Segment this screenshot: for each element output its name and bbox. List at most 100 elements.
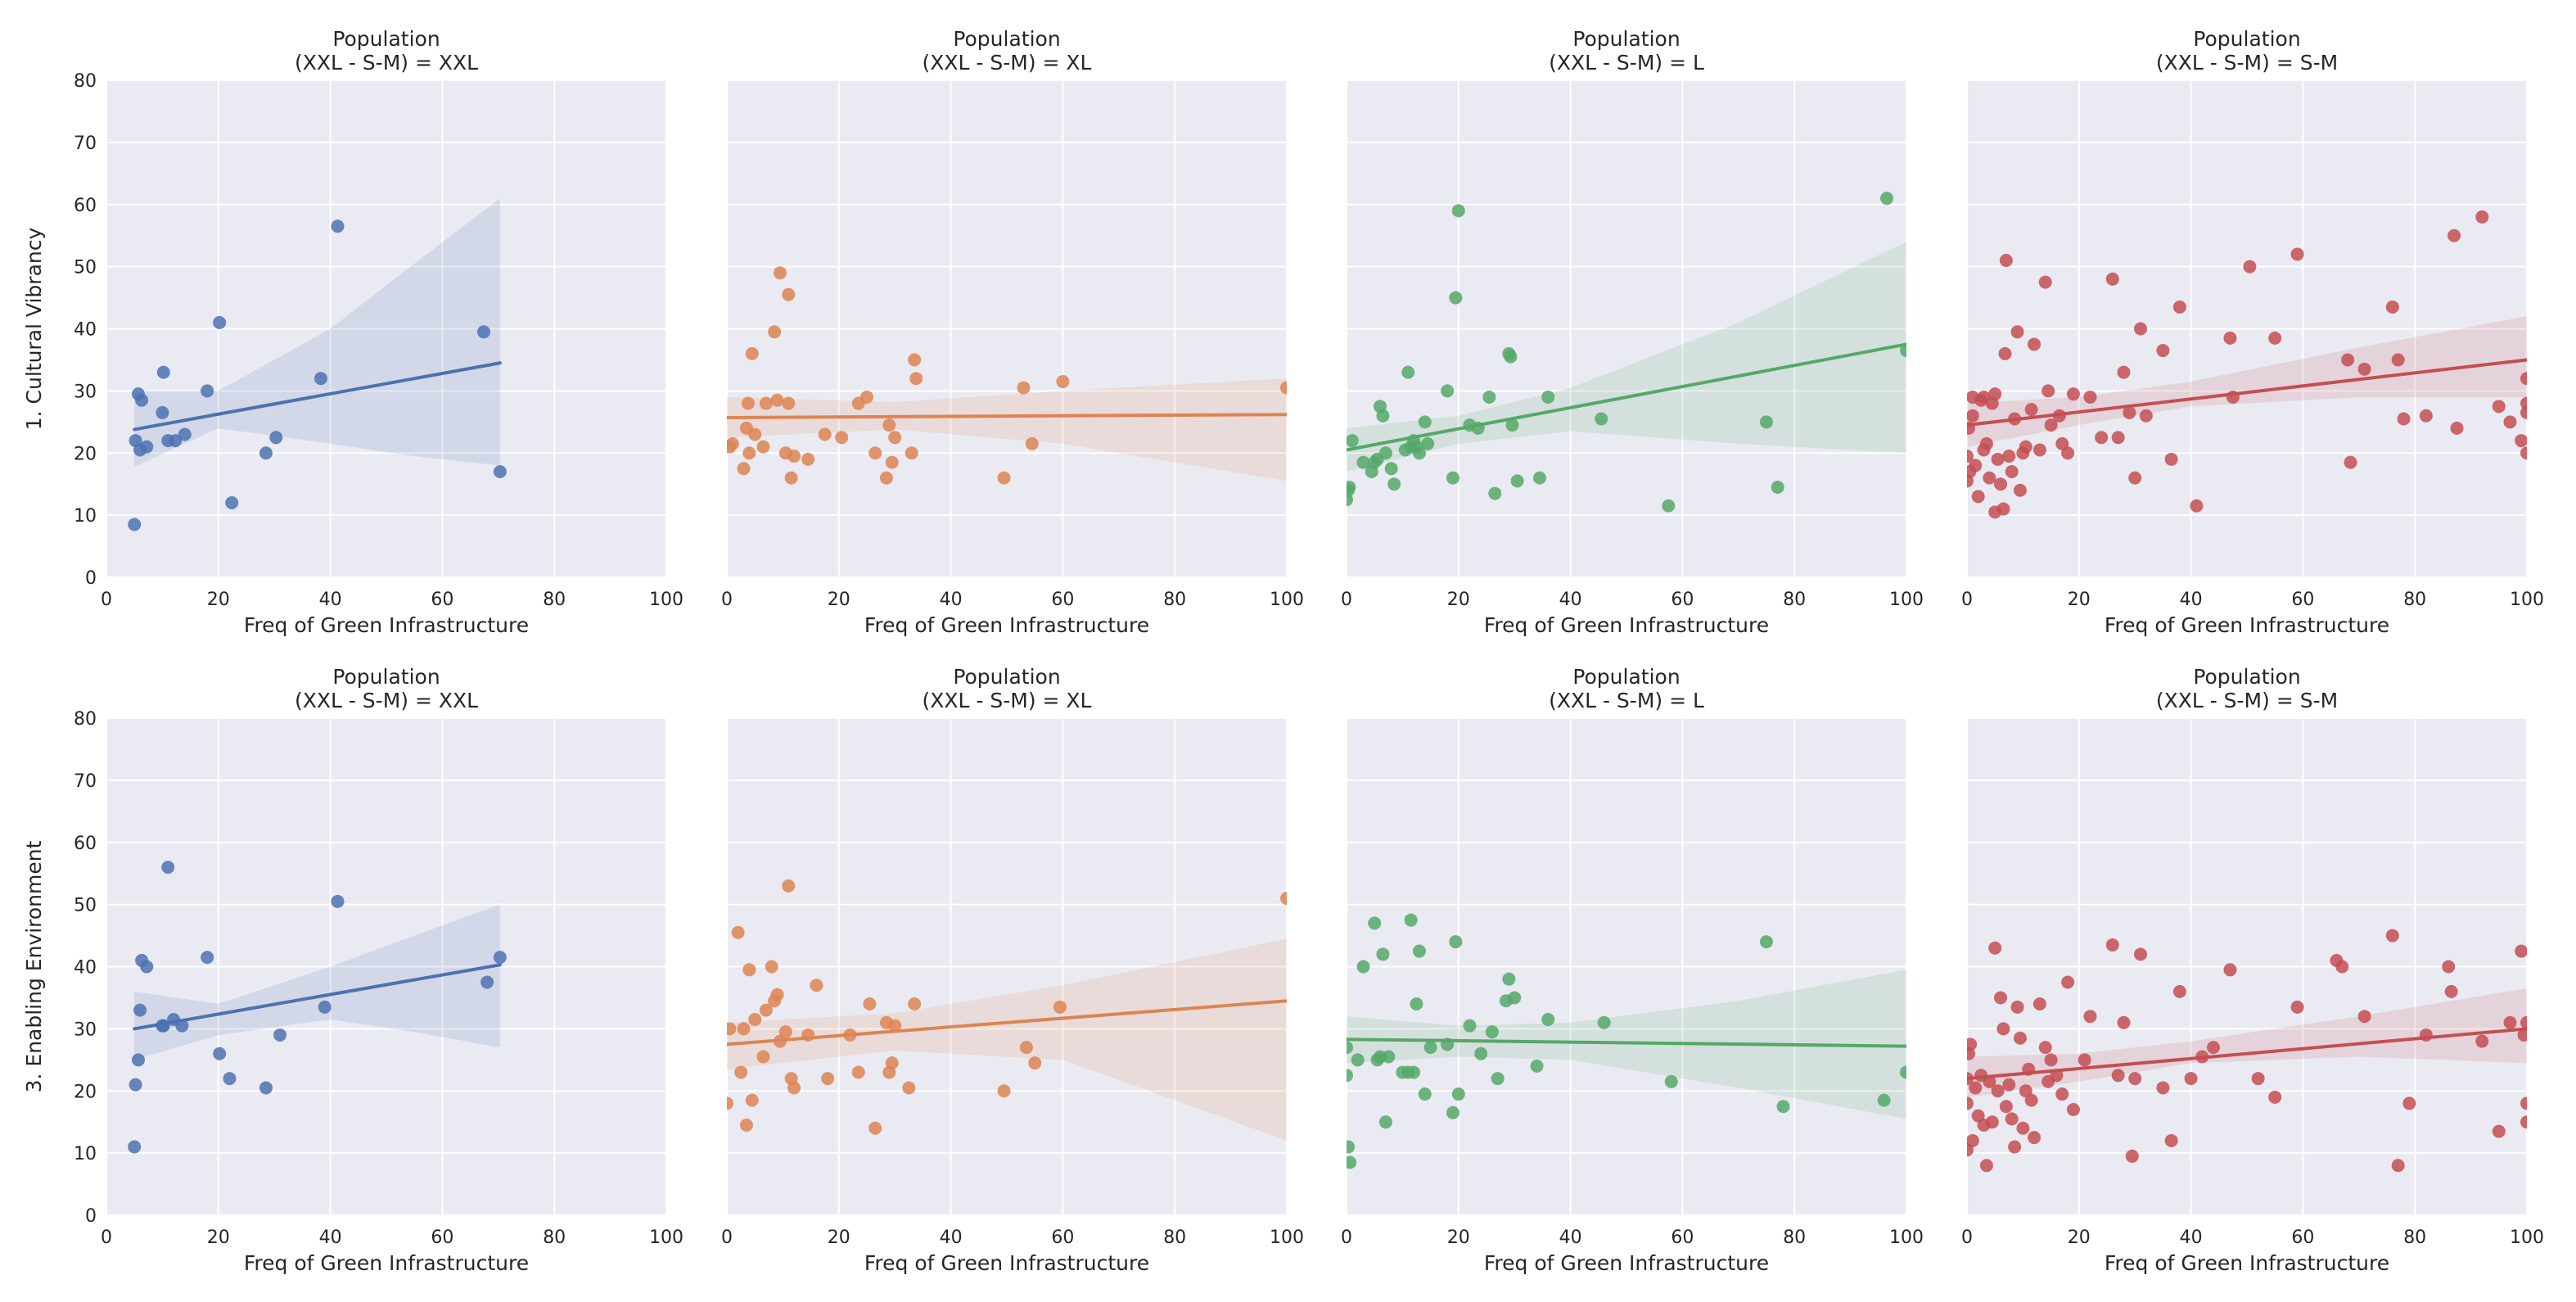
data-point <box>133 1003 147 1017</box>
data-point <box>2066 387 2080 401</box>
data-point <box>2184 1072 2198 1086</box>
data-point <box>314 372 327 386</box>
data-point <box>2243 260 2257 274</box>
x-tick-label: 20 <box>828 590 850 610</box>
x-tick-label: 80 <box>1163 1227 1186 1248</box>
data-point <box>1368 916 1382 930</box>
panel-title-line: (XXL - S-M) = S-M <box>2156 689 2338 712</box>
data-point <box>770 988 784 1001</box>
data-point <box>2002 1078 2016 1092</box>
y-tick-label: 80 <box>74 709 97 730</box>
panel-title-line: (XXL - S-M) = L <box>1549 51 1704 75</box>
data-point <box>1017 381 1031 395</box>
data-point <box>742 446 756 460</box>
x-tick-label: 80 <box>1163 590 1186 610</box>
data-point <box>140 960 154 974</box>
x-axis-label: Freq of Green Infrastructure <box>244 613 529 637</box>
panel-title-line: (XXL - S-M) = L <box>1549 689 1704 712</box>
data-point <box>1351 1053 1365 1067</box>
data-point <box>2164 452 2178 466</box>
data-point <box>1387 477 1401 491</box>
data-point <box>129 1078 142 1092</box>
data-point <box>331 219 345 233</box>
data-point <box>1378 1115 1392 1129</box>
data-point <box>1347 434 1359 448</box>
panel-title-line: (XXL - S-M) = XXL <box>295 689 478 712</box>
y-tick-label: 0 <box>85 1206 97 1227</box>
x-tick-label: 0 <box>721 1227 733 1248</box>
data-point <box>1347 1155 1357 1169</box>
x-tick-label: 80 <box>543 590 566 610</box>
panel-title-line: (XXL - S-M) = XL <box>923 51 1092 75</box>
data-point <box>2041 384 2055 398</box>
x-tick-label: 0 <box>721 590 733 610</box>
data-point <box>1985 1115 1999 1129</box>
x-tick-label: 20 <box>207 1227 230 1248</box>
data-point <box>1967 450 1974 463</box>
data-point <box>2190 499 2204 513</box>
data-point <box>2117 365 2131 379</box>
data-point <box>902 1081 916 1095</box>
data-point <box>748 1012 762 1026</box>
data-point <box>2492 400 2506 414</box>
scatter-points <box>1347 192 1906 513</box>
data-point <box>756 1050 770 1064</box>
data-point <box>2083 1010 2097 1024</box>
x-tick-label: 60 <box>2291 590 2314 610</box>
data-point <box>2357 1010 2371 1024</box>
panel-title-line: Population <box>332 665 440 689</box>
x-tick-label: 100 <box>649 590 683 610</box>
data-point <box>2044 1053 2058 1067</box>
y-tick-label: 70 <box>74 133 97 154</box>
x-tick-label: 40 <box>1559 590 1582 610</box>
data-point <box>2520 1096 2527 1110</box>
data-point <box>835 431 849 445</box>
data-point <box>1053 1000 1067 1014</box>
data-point <box>2019 440 2032 454</box>
data-point <box>2061 975 2075 989</box>
data-point <box>2013 483 2027 497</box>
data-point <box>1347 1069 1353 1083</box>
x-tick-label: 100 <box>1270 590 1304 610</box>
panel-row1-l: 0 20 40 60 80 100 Population (XXL - S-M) = L Fre… <box>1341 27 1924 637</box>
data-point <box>727 1096 733 1110</box>
data-point <box>1412 944 1426 958</box>
confidence-band <box>727 378 1287 481</box>
data-point <box>885 455 899 469</box>
data-point <box>1376 947 1390 961</box>
panel-title: Population (XXL - S-M) = XXL <box>295 665 478 712</box>
data-point <box>1996 1022 2010 1036</box>
y-tick-label: 50 <box>74 896 97 916</box>
data-point <box>2016 1121 2030 1135</box>
y-tick-label: 10 <box>74 1144 97 1164</box>
data-point <box>773 266 787 280</box>
data-point <box>2442 960 2456 974</box>
data-point <box>905 446 918 460</box>
data-point <box>745 346 759 360</box>
data-point <box>2077 1053 2091 1067</box>
y-tick-label: 30 <box>74 1019 97 1040</box>
data-point <box>756 440 770 454</box>
panel-title: Population (XXL - S-M) = XL <box>923 27 1092 75</box>
data-point <box>821 1072 835 1086</box>
panel-title-line: Population <box>332 27 440 51</box>
data-point <box>477 325 491 339</box>
data-point <box>741 396 755 410</box>
data-point <box>1056 374 1070 388</box>
data-point <box>2005 465 2019 479</box>
data-point <box>1449 935 1463 949</box>
data-point <box>782 879 796 893</box>
data-point <box>1502 972 1516 986</box>
y-tick-label: 60 <box>74 196 97 216</box>
data-point <box>1967 1133 1979 1147</box>
regression-line <box>133 361 502 432</box>
data-point <box>768 325 782 339</box>
data-point <box>1356 455 1370 469</box>
data-point <box>2520 1015 2527 1029</box>
data-point <box>201 951 214 965</box>
x-tick-label: 20 <box>2068 590 2091 610</box>
x-tick-label: 20 <box>1447 590 1470 610</box>
data-point <box>770 393 784 407</box>
x-tick-label: 60 <box>1051 590 1074 610</box>
data-point <box>2335 960 2349 974</box>
